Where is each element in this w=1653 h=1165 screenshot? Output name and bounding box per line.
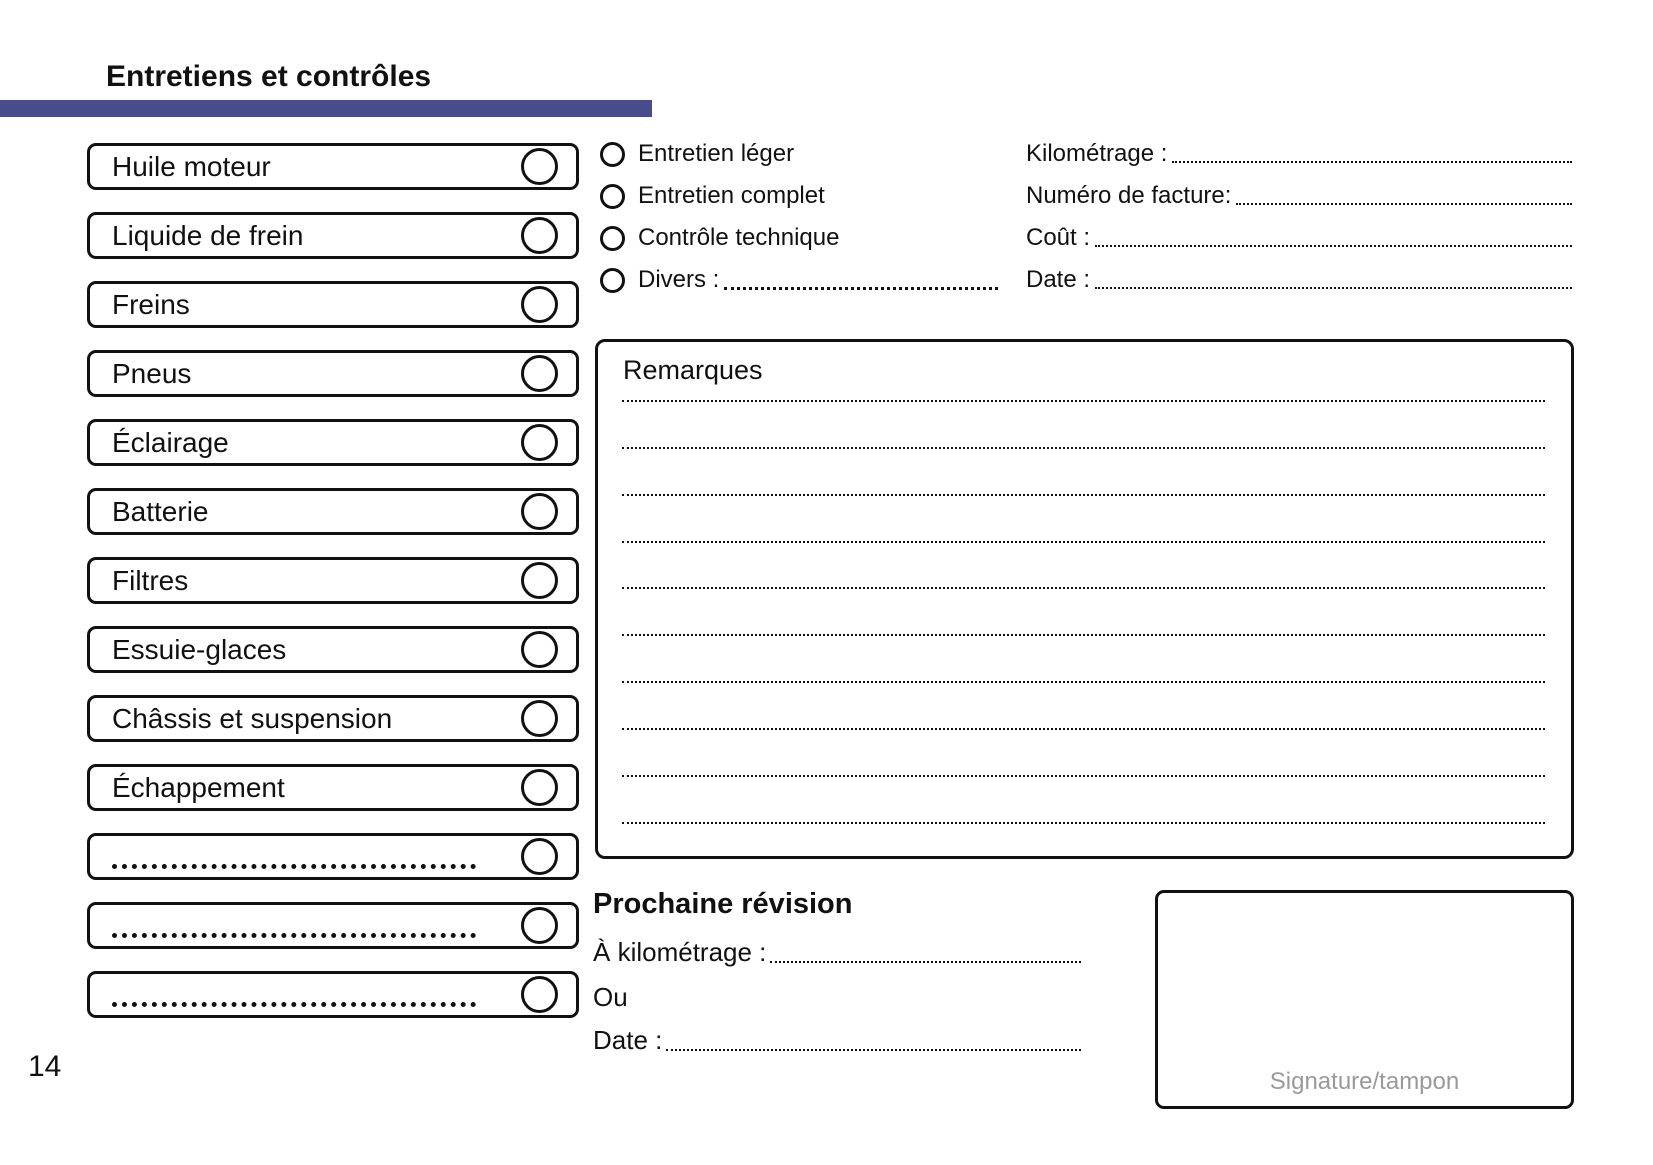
check-circle[interactable] [521, 286, 558, 323]
service-option-label: Contrôle technique [638, 224, 840, 251]
write-in-line[interactable] [622, 355, 1545, 402]
checklist-item: Éclairage [87, 419, 579, 466]
next-service-or-row: Ou [593, 982, 1081, 1013]
record-field: Date : [1026, 259, 1572, 301]
checklist-item-label: Éclairage [112, 426, 229, 458]
signature-label: Signature/tampon [1269, 1068, 1460, 1095]
checklist-item-label: Châssis et suspension [112, 702, 393, 734]
service-option: Contrôle technique [600, 217, 998, 259]
service-option-label: Entretien complet [638, 182, 825, 209]
write-in-line[interactable] [622, 636, 1545, 684]
page-title: Entretiens et contrôles [106, 60, 432, 93]
write-in-line[interactable] [622, 496, 1545, 543]
checklist-item-label: Échappement [112, 771, 285, 803]
checklist-item: Liquide de frein [87, 212, 579, 259]
next-service-section: Prochaine révision À kilométrage : Ou Da… [593, 888, 1081, 1056]
write-in-line[interactable] [770, 960, 1081, 963]
record-fields: Kilométrage : Numéro de facture: Coût : … [1026, 133, 1572, 301]
page-number: 14 [28, 1050, 62, 1083]
write-in-line[interactable] [622, 402, 1545, 449]
service-option: Entretien complet [600, 175, 998, 217]
next-service-or-label: Ou [593, 982, 628, 1012]
check-circle[interactable] [521, 493, 558, 530]
checklist-item-label: Pneus [112, 357, 192, 389]
record-field-label: Date : [1026, 266, 1091, 293]
checklist-item: Huile moteur [87, 143, 579, 190]
write-in-line[interactable] [622, 449, 1545, 496]
service-option: Divers : [600, 259, 998, 301]
write-in-line[interactable] [1236, 203, 1572, 205]
check-circle[interactable] [521, 217, 558, 254]
write-in-line[interactable] [112, 933, 476, 938]
radio-circle[interactable] [600, 141, 625, 167]
inspection-checklist: Huile moteur Liquide de frein Freins Pne… [87, 143, 579, 1040]
record-field-label: Kilométrage : [1026, 140, 1168, 167]
checklist-item-label: Freins [112, 288, 190, 320]
check-circle[interactable] [521, 424, 558, 461]
write-in-line[interactable] [666, 1048, 1081, 1051]
radio-circle[interactable] [600, 225, 625, 251]
check-circle[interactable] [521, 976, 558, 1013]
next-service-km-label: À kilométrage : [593, 937, 767, 967]
next-service-title: Prochaine révision [593, 888, 853, 920]
checklist-item: Batterie [87, 488, 579, 535]
remarks-title: Remarques [623, 355, 763, 385]
checklist-item: Châssis et suspension [87, 695, 579, 742]
title-underline-bar [0, 100, 652, 117]
check-circle[interactable] [521, 148, 558, 185]
check-circle[interactable] [521, 631, 558, 668]
check-circle[interactable] [521, 562, 558, 599]
checklist-item-label: Liquide de frein [112, 219, 304, 251]
service-option: Entretien léger [600, 133, 998, 175]
write-in-line[interactable] [1095, 287, 1572, 289]
checklist-item-label: Huile moteur [112, 150, 271, 182]
check-circle[interactable] [521, 838, 558, 875]
check-circle[interactable] [521, 700, 558, 737]
write-in-line[interactable] [622, 777, 1545, 824]
record-field: Kilométrage : [1026, 133, 1572, 175]
checklist-item [87, 902, 579, 949]
write-in-line[interactable] [622, 683, 1545, 731]
write-in-line[interactable] [1172, 161, 1572, 163]
service-type-options: Entretien léger Entretien complet Contrô… [600, 133, 998, 301]
checklist-item: Freins [87, 281, 579, 328]
record-field-label: Coût : [1026, 224, 1091, 251]
write-in-line[interactable] [622, 730, 1545, 778]
write-in-line[interactable] [112, 864, 476, 869]
radio-circle[interactable] [600, 183, 625, 209]
checklist-item: Pneus [87, 350, 579, 397]
write-in-line[interactable] [112, 1002, 476, 1007]
checklist-item [87, 971, 579, 1018]
checklist-item-label: Essuie-glaces [112, 633, 287, 665]
remarks-lines [622, 355, 1545, 824]
write-in-line[interactable] [724, 286, 998, 290]
next-service-date-label: Date : [593, 1025, 663, 1055]
checklist-item-label: Batterie [112, 495, 209, 527]
remarks-box: Remarques [595, 339, 1574, 859]
checklist-item-label: Filtres [112, 564, 189, 596]
record-field: Numéro de facture: [1026, 175, 1572, 217]
check-circle[interactable] [521, 769, 558, 806]
record-field-label: Numéro de facture: [1026, 182, 1232, 209]
write-in-line[interactable] [1095, 245, 1572, 247]
checklist-item [87, 833, 579, 880]
record-field: Coût : [1026, 217, 1572, 259]
next-service-date-row: Date : [593, 1025, 1081, 1056]
signature-box[interactable]: Signature/tampon [1155, 890, 1574, 1109]
write-in-line[interactable] [622, 543, 1545, 590]
check-circle[interactable] [521, 355, 558, 392]
checklist-item: Filtres [87, 557, 579, 604]
radio-circle[interactable] [600, 267, 625, 293]
write-in-line[interactable] [622, 589, 1545, 637]
service-option-label: Divers : [638, 266, 720, 293]
checklist-item: Essuie-glaces [87, 626, 579, 673]
service-option-label: Entretien léger [638, 140, 795, 167]
check-circle[interactable] [521, 907, 558, 944]
next-service-km-row: À kilométrage : [593, 937, 1081, 968]
checklist-item: Échappement [87, 764, 579, 811]
